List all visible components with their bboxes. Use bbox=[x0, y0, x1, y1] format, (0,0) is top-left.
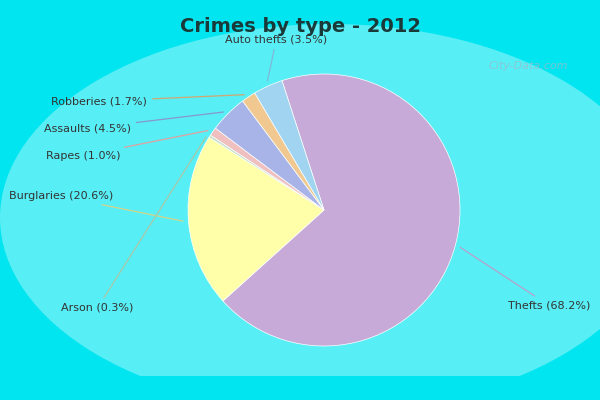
Text: Thefts (68.2%): Thefts (68.2%) bbox=[460, 248, 590, 310]
Wedge shape bbox=[209, 135, 324, 210]
Text: Assaults (4.5%): Assaults (4.5%) bbox=[44, 112, 223, 133]
Text: Rapes (1.0%): Rapes (1.0%) bbox=[46, 130, 208, 160]
Text: Burglaries (20.6%): Burglaries (20.6%) bbox=[9, 192, 183, 221]
Wedge shape bbox=[215, 101, 324, 210]
Ellipse shape bbox=[0, 24, 600, 400]
Wedge shape bbox=[223, 74, 460, 346]
Wedge shape bbox=[255, 81, 324, 210]
Text: Arson (0.3%): Arson (0.3%) bbox=[61, 137, 206, 313]
Text: Crimes by type - 2012: Crimes by type - 2012 bbox=[179, 17, 421, 36]
Wedge shape bbox=[188, 137, 324, 301]
Wedge shape bbox=[211, 128, 324, 210]
Text: City-Data.com: City-Data.com bbox=[488, 61, 568, 71]
Text: Auto thefts (3.5%): Auto thefts (3.5%) bbox=[226, 34, 328, 81]
Text: Robberies (1.7%): Robberies (1.7%) bbox=[52, 95, 244, 106]
Wedge shape bbox=[242, 93, 324, 210]
